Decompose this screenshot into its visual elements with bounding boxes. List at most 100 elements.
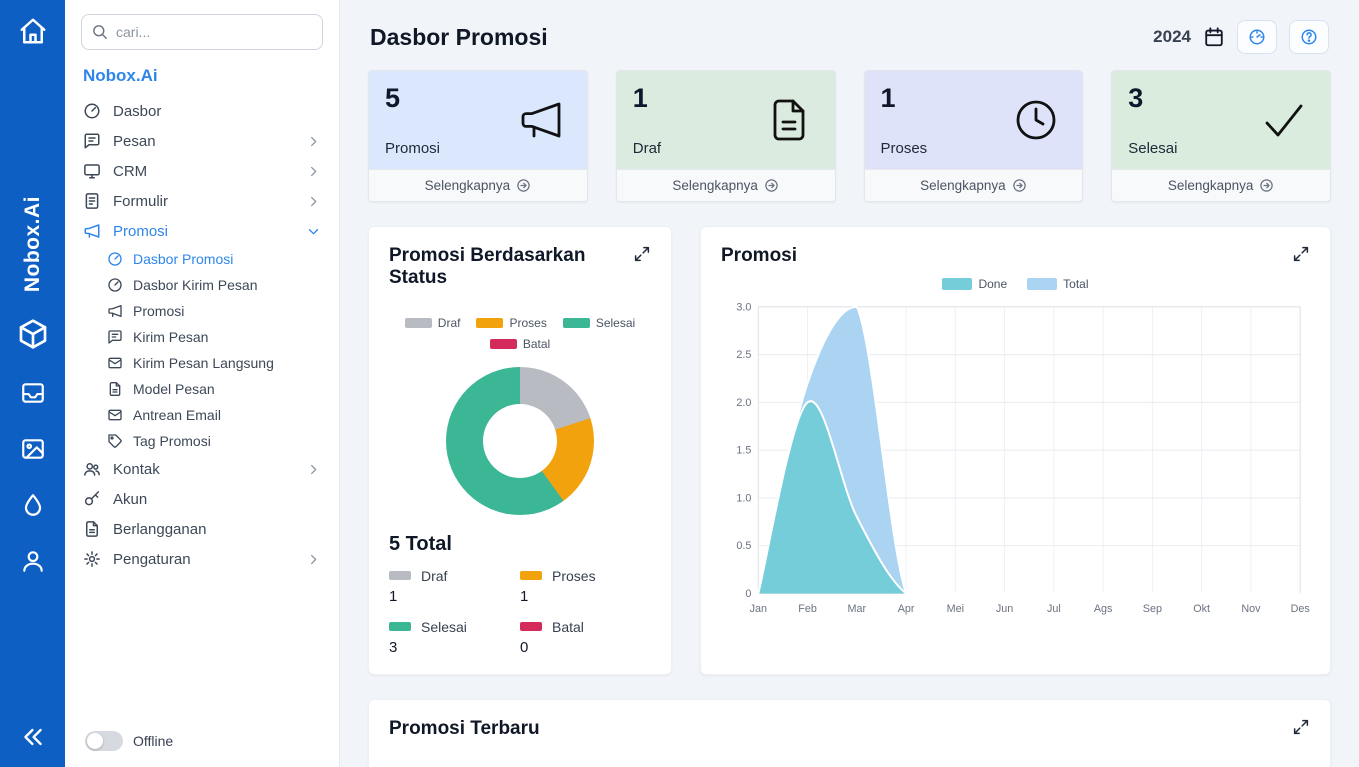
stat-more-label: Selengkapnya xyxy=(424,178,511,193)
stat-more-link[interactable]: Selengkapnya xyxy=(369,169,587,201)
sidebar-nav: Dasbor Pesan CRM Formulir Promosi xyxy=(81,96,323,723)
arrow-circle-icon xyxy=(516,178,531,193)
chevron-right-icon xyxy=(306,462,321,477)
sidebar: Nobox.Ai Dasbor Pesan CRM Formulir xyxy=(65,0,340,767)
stat-card-body: 3 Selesai xyxy=(1112,71,1330,169)
inbox-icon[interactable] xyxy=(20,380,46,406)
sidebar-title: Nobox.Ai xyxy=(83,66,158,85)
document-icon xyxy=(765,96,813,144)
media-icon[interactable] xyxy=(20,436,46,462)
sidebar-item-label: Kontak xyxy=(113,460,160,478)
expand-icon[interactable] xyxy=(1292,245,1310,263)
sidebar-subitem-antrean-email[interactable]: Antrean Email xyxy=(105,402,323,428)
brand-logo-icon[interactable] xyxy=(17,318,49,350)
sidebar-subitem-tag-promosi[interactable]: Tag Promosi xyxy=(105,428,323,454)
clock-icon xyxy=(1012,96,1060,144)
stat-more-link[interactable]: Selengkapnya xyxy=(616,169,835,201)
chat-icon xyxy=(107,329,123,345)
sidebar-subitem-dasbor-promosi[interactable]: Dasbor Promosi xyxy=(105,246,323,272)
gauge-icon xyxy=(1248,28,1266,46)
sidebar-item-kontak[interactable]: Kontak xyxy=(81,454,323,484)
stat-card-draf: 1 Draf Selengkapnya xyxy=(615,70,836,202)
stat-label: Proses xyxy=(880,140,928,157)
svg-text:Feb: Feb xyxy=(798,604,817,616)
calendar-icon[interactable] xyxy=(1203,26,1225,48)
sidebar-item-formulir[interactable]: Formulir xyxy=(81,186,323,216)
legend-label: Selesai xyxy=(595,315,636,330)
offline-toggle[interactable] xyxy=(85,731,123,751)
megaphone-icon xyxy=(107,303,123,319)
stat-card-body: 1 Proses xyxy=(864,71,1083,169)
gauge-button[interactable] xyxy=(1237,20,1277,54)
chevron-right-icon xyxy=(306,164,321,179)
sidebar-subitem-kirim-pesan[interactable]: Kirim Pesan xyxy=(105,324,323,350)
promosi-submenu: Dasbor Promosi Dasbor Kirim Pesan Promos… xyxy=(81,246,323,454)
sidebar-item-label: Formulir xyxy=(113,192,168,210)
ink-drop-icon[interactable] xyxy=(20,492,46,518)
check-icon xyxy=(1260,96,1308,144)
stat-card-proses: 1 Proses Selengkapnya xyxy=(863,70,1084,202)
document-icon xyxy=(107,381,123,397)
stat-card-promosi: 5 Promosi Selengkapnya xyxy=(368,70,588,202)
home-icon[interactable] xyxy=(18,16,48,46)
stat-more-link[interactable]: Selengkapnya xyxy=(864,169,1083,201)
envelope-icon xyxy=(107,407,123,423)
latest-promos-card: Promosi Terbaru xyxy=(368,698,1331,767)
svg-text:0.5: 0.5 xyxy=(736,541,751,553)
expand-icon[interactable] xyxy=(633,245,651,263)
svg-text:Des: Des xyxy=(1291,604,1310,616)
svg-text:Apr: Apr xyxy=(898,604,915,616)
sidebar-item-label: Promosi xyxy=(113,222,169,240)
sidebar-item-promosi[interactable]: Promosi xyxy=(81,216,323,246)
sidebar-item-pesan[interactable]: Pesan xyxy=(81,126,323,156)
arrow-circle-icon xyxy=(1012,178,1027,193)
help-button[interactable] xyxy=(1289,20,1329,54)
stat-value: 3 xyxy=(1128,83,1144,113)
svg-text:1.0: 1.0 xyxy=(736,493,751,505)
card-title: Promosi Terbaru xyxy=(389,717,540,739)
sidebar-item-pengaturan[interactable]: Pengaturan xyxy=(81,544,323,574)
stat-value: 1 xyxy=(632,83,648,113)
svg-text:2.0: 2.0 xyxy=(736,397,751,409)
sidebar-subitem-promosi[interactable]: Promosi xyxy=(105,298,323,324)
sidebar-subitem-dasbor-kirim-pesan[interactable]: Dasbor Kirim Pesan xyxy=(105,272,323,298)
legend-label: Total xyxy=(1063,277,1089,292)
legend-label: Done xyxy=(978,277,1008,292)
sidebar-subitem-model-pesan[interactable]: Model Pesan xyxy=(105,376,323,402)
envelope-icon xyxy=(107,355,123,371)
sidebar-item-label: Dasbor Promosi xyxy=(133,251,234,267)
legend-label: Batal xyxy=(522,336,551,351)
expand-icon[interactable] xyxy=(1292,718,1310,736)
year-selector[interactable]: 2024 xyxy=(1153,27,1191,46)
stat-card-body: 5 Promosi xyxy=(369,71,587,169)
stat-more-link[interactable]: Selengkapnya xyxy=(1112,169,1330,201)
main-content: Dasbor Promosi 2024 5 Promosi xyxy=(340,0,1359,767)
sidebar-item-label: Antrean Email xyxy=(133,407,221,423)
sidebar-item-label: Promosi xyxy=(133,303,185,319)
stat-more-label: Selengkapnya xyxy=(920,178,1006,193)
search-icon xyxy=(91,23,108,40)
sidebar-item-label: Dasbor Kirim Pesan xyxy=(133,277,258,293)
sidebar-item-berlangganan[interactable]: Berlangganan xyxy=(81,514,323,544)
stat-more-label: Selengkapnya xyxy=(1167,178,1254,193)
sidebar-item-crm[interactable]: CRM xyxy=(81,156,323,186)
sidebar-item-label: Akun xyxy=(113,490,148,508)
svg-text:2.5: 2.5 xyxy=(736,349,751,361)
offline-label: Offline xyxy=(133,733,174,749)
svg-text:1.5: 1.5 xyxy=(736,445,751,457)
sidebar-item-label: Tag Promosi xyxy=(133,433,211,449)
donut-chart xyxy=(446,366,594,515)
svg-text:Jul: Jul xyxy=(1047,604,1061,616)
stat-label: Draf xyxy=(632,140,662,157)
sidebar-subitem-kirim-pesan-langsung[interactable]: Kirim Pesan Langsung xyxy=(105,350,323,376)
sidebar-item-dasbor[interactable]: Dasbor xyxy=(81,96,323,126)
document-icon xyxy=(83,520,101,538)
search-input[interactable] xyxy=(81,14,323,50)
status-legend: Draf 1 Proses 1 Selesai 3 Batal 0 xyxy=(389,568,651,656)
stat-value: 1 xyxy=(880,83,896,113)
sidebar-item-akun[interactable]: Akun xyxy=(81,484,323,514)
megaphone-icon xyxy=(83,222,101,240)
user-icon[interactable] xyxy=(20,548,46,574)
collapse-sidebar-icon[interactable] xyxy=(19,723,47,751)
people-icon xyxy=(83,460,101,478)
